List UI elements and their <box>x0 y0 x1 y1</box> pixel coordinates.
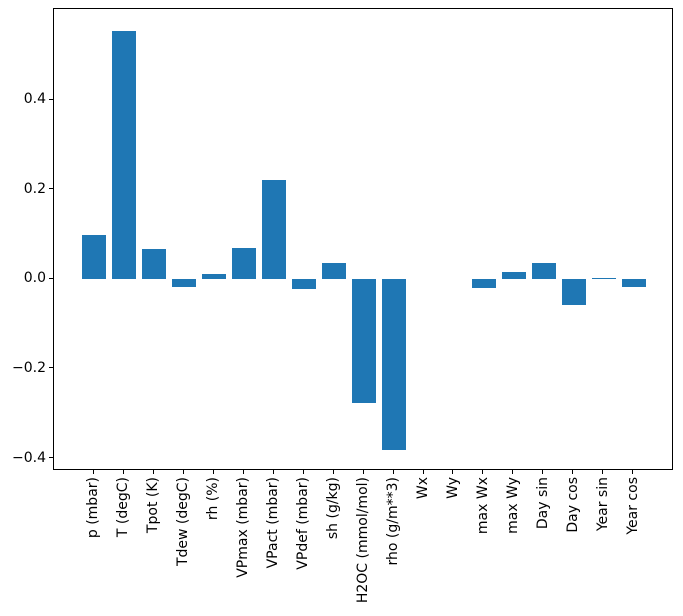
y-tick-label: −0.2 <box>12 359 46 376</box>
bar-h2oc-mmol-mol <box>352 279 376 403</box>
bar-vpmax-mbar <box>232 247 257 280</box>
x-tick-mark <box>452 470 454 474</box>
x-tick-label: Day sin <box>534 477 551 530</box>
y-tick-mark <box>49 457 53 458</box>
x-tick-mark <box>182 470 184 474</box>
x-tick-label: Year sin <box>594 477 611 532</box>
bar-tdew-degc <box>172 279 197 287</box>
bar-max-wx <box>471 279 496 288</box>
x-tick-label: H2OC (mmol/mol) <box>355 477 371 604</box>
y-tick-mark <box>49 367 53 369</box>
x-tick-label: Tdew (degC) <box>175 477 192 567</box>
plot-area <box>53 8 673 470</box>
x-tick-mark <box>122 470 124 474</box>
x-tick-label: VPmax (mbar) <box>235 477 252 578</box>
bar-rh <box>202 273 227 280</box>
x-tick-label: rh (%) <box>205 477 222 521</box>
x-tick-mark <box>212 470 214 474</box>
y-tick-label: 0.2 <box>23 180 46 197</box>
y-tick-label: 0.4 <box>23 91 46 108</box>
bar-tpot-k <box>142 249 167 280</box>
x-tick-label: T (degC) <box>115 477 132 538</box>
x-tick-mark <box>332 470 334 474</box>
bar-vpdef-mbar <box>292 279 316 289</box>
bar-year-cos <box>621 279 646 287</box>
x-tick-label: VPdef (mbar) <box>295 477 311 570</box>
bar-p-mbar <box>82 235 107 280</box>
x-tick-mark <box>512 470 514 474</box>
y-tick-mark <box>49 98 53 100</box>
x-tick-label: Tpot (K) <box>145 477 162 534</box>
bar-vpact-mbar <box>262 179 287 280</box>
bar-day-sin <box>531 263 556 280</box>
x-tick-label: rho (g/m**3) <box>385 477 401 566</box>
x-tick-label: Wy <box>444 477 461 499</box>
x-tick-label: sh (g/kg) <box>325 477 341 540</box>
x-tick-label: Wx <box>415 477 431 500</box>
x-tick-mark <box>92 470 94 474</box>
x-tick-mark <box>632 470 634 474</box>
x-tick-label: VPact (mbar) <box>265 477 282 569</box>
y-tick-mark <box>49 188 53 190</box>
bar-sh-g-kg <box>322 263 346 280</box>
x-tick-label: p (mbar) <box>85 477 102 539</box>
x-tick-mark <box>362 470 364 474</box>
bar-year-sin <box>591 278 616 280</box>
bar-max-wy <box>501 271 526 280</box>
x-tick-mark <box>302 470 304 474</box>
bar-t-degc <box>112 30 137 280</box>
x-tick-label: max Wy <box>504 477 521 534</box>
x-tick-mark <box>482 470 484 474</box>
y-tick-label: 0.0 <box>23 270 46 287</box>
x-tick-mark <box>422 470 424 474</box>
x-tick-mark <box>602 470 604 474</box>
x-tick-mark <box>242 470 244 474</box>
x-tick-label: max Wx <box>474 477 491 535</box>
x-tick-label: Day cos <box>564 477 581 533</box>
x-tick-label: Year cos <box>624 477 641 535</box>
x-tick-mark <box>272 470 274 474</box>
y-tick-label: −0.4 <box>12 449 46 466</box>
y-tick-mark <box>49 277 53 279</box>
x-tick-mark <box>152 470 154 474</box>
x-tick-mark <box>572 470 574 474</box>
bar-day-cos <box>561 279 586 306</box>
x-tick-mark <box>392 470 394 474</box>
x-tick-mark <box>542 470 544 474</box>
bar-rho-g-m-3 <box>382 279 406 451</box>
